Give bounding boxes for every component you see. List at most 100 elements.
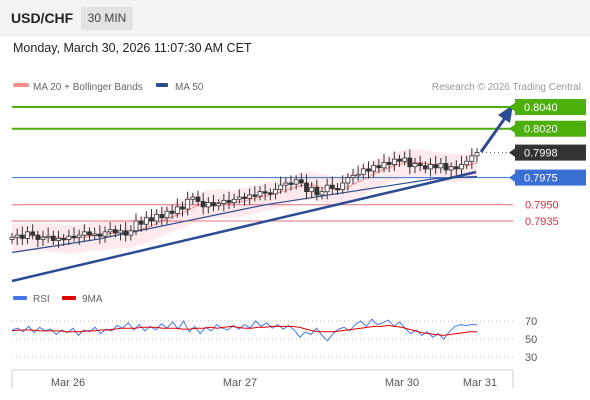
candle <box>366 168 371 172</box>
candle <box>273 189 278 195</box>
candle <box>386 161 392 165</box>
x-axis-label: Mar 30 <box>385 377 419 389</box>
candle <box>298 179 304 184</box>
candle <box>371 165 377 172</box>
candle <box>257 191 263 197</box>
candle <box>133 220 139 232</box>
candle <box>309 186 315 193</box>
candle <box>169 210 175 214</box>
candle <box>231 198 237 203</box>
credit-label: Research © 2026 Trading Central <box>432 82 581 93</box>
candle <box>159 214 165 219</box>
support-label: 0.7935 <box>525 216 559 228</box>
candle <box>185 198 191 210</box>
candle <box>97 233 103 237</box>
candle <box>25 231 30 239</box>
x-axis-label: Mar 31 <box>463 377 497 389</box>
candle <box>154 214 160 222</box>
candle <box>211 202 216 207</box>
candle <box>340 182 346 190</box>
ma20-legend-label: MA 20 + Bollinger Bands <box>33 82 143 93</box>
candle <box>345 177 351 184</box>
candle <box>407 157 413 168</box>
candle <box>107 229 113 233</box>
projection-arrow-line <box>479 117 507 153</box>
candle <box>422 165 428 170</box>
candle <box>324 184 330 193</box>
candle <box>350 174 356 178</box>
candle <box>61 237 67 241</box>
candle <box>252 194 258 197</box>
x-axis-label: Mar 27 <box>223 377 257 389</box>
pivot-tag <box>515 169 586 186</box>
rsi-ma-legend-swatch <box>62 296 76 300</box>
candle <box>76 234 82 238</box>
candle <box>293 179 299 185</box>
candle <box>226 199 232 203</box>
candle <box>50 235 56 241</box>
candle <box>469 155 475 162</box>
ma50-legend-label: MA 50 <box>175 82 204 93</box>
candle <box>402 157 408 162</box>
candle <box>216 203 222 207</box>
candle <box>190 196 196 200</box>
ma20-legend-swatch <box>13 83 29 87</box>
candle <box>360 168 366 175</box>
candle <box>174 206 180 214</box>
candle <box>262 191 268 194</box>
timeframe-button[interactable]: 30 MIN <box>81 7 133 30</box>
candle <box>335 188 340 191</box>
candle <box>143 217 149 225</box>
candle <box>9 236 15 240</box>
candle <box>81 231 87 236</box>
candle <box>242 196 247 200</box>
candle <box>464 160 470 165</box>
candle <box>221 199 227 205</box>
candle <box>128 230 134 236</box>
candle <box>376 165 382 169</box>
candle <box>433 164 439 169</box>
target-tag <box>515 99 586 115</box>
projection-arrowhead <box>498 105 513 123</box>
candle <box>102 231 108 237</box>
rsi-ma-legend-label: 9MA <box>82 294 103 305</box>
pivot-tag-arrow <box>509 172 516 183</box>
candle <box>195 196 201 202</box>
symbol-label: USD/CHF <box>11 10 74 26</box>
candle <box>459 164 464 170</box>
candle <box>453 166 459 170</box>
candle <box>200 201 206 208</box>
candle <box>92 233 98 236</box>
candle <box>329 184 335 189</box>
rsi-level-label: 50 <box>525 334 537 346</box>
rsi-ma-line <box>11 324 477 336</box>
candle <box>138 220 144 225</box>
candle <box>247 194 253 199</box>
candle <box>438 163 444 169</box>
candle <box>66 235 72 240</box>
rsi-legend-label: RSI <box>33 294 50 305</box>
price-tag <box>515 144 586 161</box>
ma50-legend-swatch <box>156 83 168 87</box>
candle <box>236 196 242 200</box>
candle <box>56 237 61 241</box>
candle <box>417 163 423 167</box>
chart-header: USD/CHF 30 MIN <box>0 0 590 37</box>
candle <box>319 191 325 196</box>
candle <box>448 166 454 171</box>
candle <box>87 231 92 236</box>
candle <box>123 230 129 236</box>
candle <box>314 186 320 196</box>
candle <box>71 235 77 239</box>
pivot-label: 0.7975 <box>524 173 558 185</box>
candle <box>205 202 211 208</box>
target-label: 0.8040 <box>524 102 558 114</box>
candle <box>14 234 20 238</box>
candle <box>164 210 170 219</box>
candle <box>474 152 480 157</box>
candle <box>283 182 289 186</box>
candle <box>381 161 387 169</box>
target-tag <box>515 120 586 137</box>
candle <box>267 192 273 195</box>
